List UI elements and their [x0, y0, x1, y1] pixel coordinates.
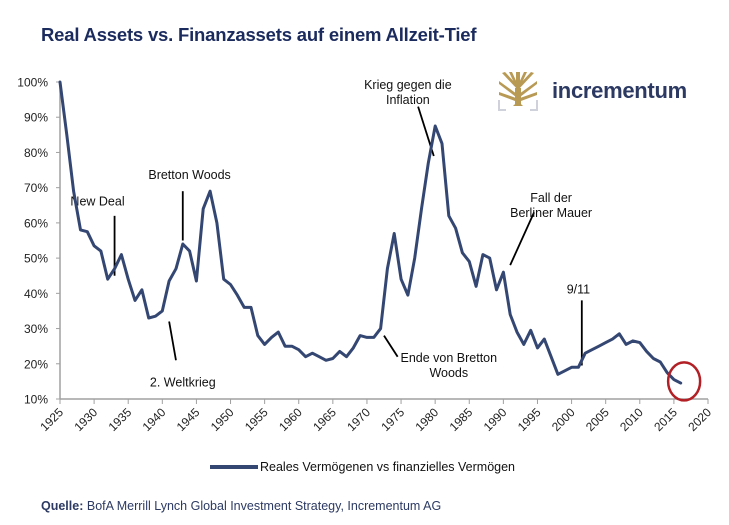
x-tick-label: 1940	[140, 405, 169, 434]
x-tick-label: 2010	[617, 405, 646, 434]
annotation-label: Krieg gegen die	[364, 78, 452, 92]
x-tick-label: 1970	[344, 405, 373, 434]
x-tick-label: 1965	[310, 405, 339, 434]
annotation-label: Berliner Mauer	[510, 206, 592, 220]
incrementum-logo: incrementum	[496, 70, 696, 114]
annotation: 2. Weltkrieg	[150, 321, 216, 390]
annotation-label: New Deal	[70, 194, 124, 208]
x-tick-label: 1935	[106, 405, 135, 434]
x-tick-label: 2000	[549, 405, 578, 434]
annotation-label: 2. Weltkrieg	[150, 376, 216, 390]
x-tick-label: 1995	[515, 405, 544, 434]
y-tick-label: 20%	[24, 357, 48, 371]
annotation-label: 9/11	[567, 282, 590, 296]
y-axis: 10% 20% 30% 40% 50% 60% 70% 80% 90% 100%	[17, 76, 61, 407]
series-line	[58, 80, 683, 385]
tree-icon	[498, 72, 538, 111]
legend-label: Reales Vermögenen vs finanzielles Vermög…	[260, 460, 516, 474]
legend: Reales Vermögenen vs finanzielles Vermög…	[210, 458, 515, 476]
y-tick-label: 40%	[24, 287, 48, 301]
y-tick-label: 80%	[24, 146, 48, 160]
annotation-label: Ende von Bretton	[400, 351, 497, 365]
y-tick-label: 10%	[24, 393, 48, 407]
x-tick-label: 1975	[378, 405, 407, 434]
highlight-group	[666, 361, 702, 402]
annotation-label: Inflation	[386, 93, 430, 107]
y-tick-label: 70%	[24, 181, 48, 195]
annotation-label: Woods	[429, 366, 468, 380]
x-tick-label: 1930	[71, 405, 100, 434]
annotation: Bretton Woods	[148, 168, 231, 241]
x-tick-label: 1990	[481, 405, 510, 434]
chart-title: Real Assets vs. Finanzassets auf einem A…	[41, 24, 477, 45]
annotation-leader-line	[383, 335, 399, 358]
annotation-leader-line	[168, 321, 177, 361]
x-tick-label: 2020	[685, 405, 714, 434]
x-tick-label: 1960	[276, 405, 305, 434]
annotation-label: Fall der	[530, 191, 572, 205]
y-tick-label: 50%	[24, 252, 48, 266]
y-tick-label: 30%	[24, 322, 48, 336]
logo-wordmark: incrementum	[552, 78, 687, 103]
y-tick-label: 90%	[24, 111, 48, 125]
y-tick-label: 100%	[17, 76, 48, 90]
annotations: New Deal Bretton Woods 2. Weltkrieg Ende vo…	[70, 78, 592, 390]
annotation: 9/11	[567, 282, 590, 366]
source-note: Quelle: BofA Merrill Lynch Global Invest…	[41, 499, 441, 513]
annotation-label: Bretton Woods	[148, 168, 230, 182]
x-tick-label: 1945	[174, 405, 203, 434]
x-tick-label: 1925	[37, 405, 66, 434]
x-tick-label: 1985	[447, 405, 476, 434]
source-label: Quelle:	[41, 499, 84, 513]
x-axis: 1925 1930 1935 1940 1945 1950 1955 1960 1965 1970…	[37, 398, 714, 434]
source-text: BofA Merrill Lynch Global Investment Str…	[86, 499, 442, 513]
all-time-low-highlight-circle	[666, 361, 702, 402]
x-tick-label: 1950	[208, 405, 237, 434]
series-group	[58, 80, 683, 385]
y-tick-label: 60%	[24, 216, 48, 230]
x-tick-label: 2005	[583, 405, 612, 434]
legend-line-swatch	[210, 465, 258, 469]
annotation-leader-line	[509, 211, 535, 266]
x-tick-label: 1980	[412, 405, 441, 434]
x-tick-label: 2015	[651, 405, 680, 434]
x-tick-label: 1955	[242, 405, 271, 434]
